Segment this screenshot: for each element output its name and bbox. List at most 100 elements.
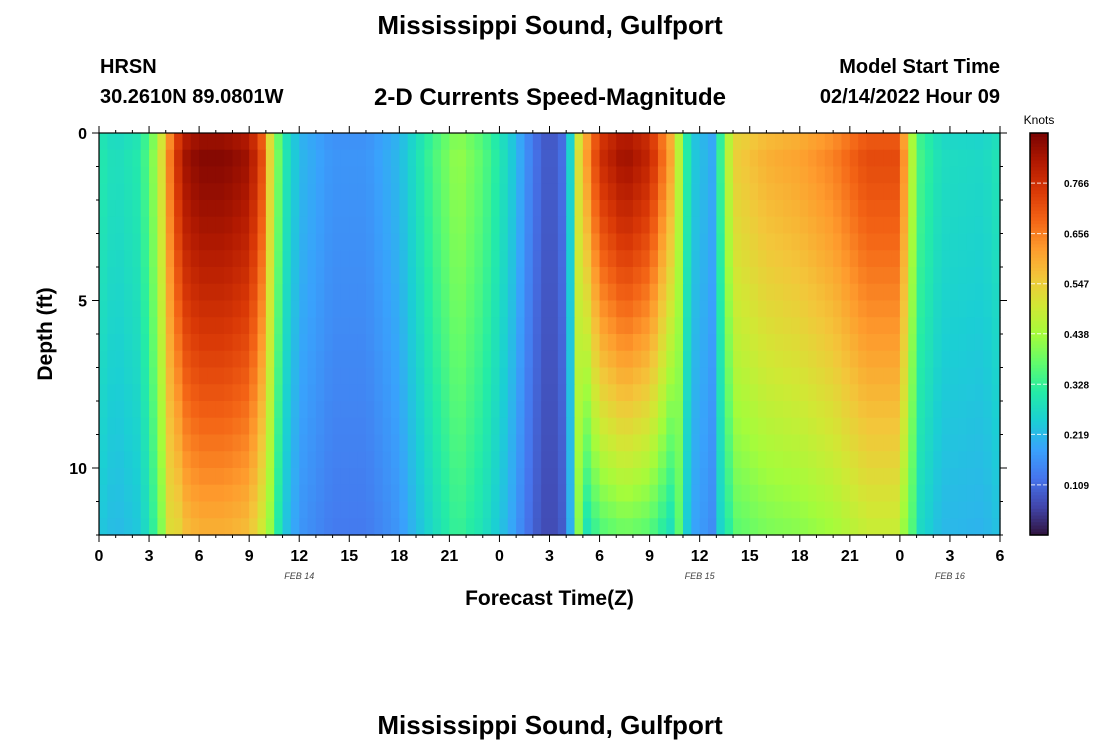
heatmap-cell bbox=[390, 317, 400, 335]
heatmap-cell bbox=[616, 283, 626, 302]
colorbar-step bbox=[1030, 474, 1048, 479]
heatmap-cell bbox=[824, 283, 834, 302]
heatmap-cell bbox=[966, 417, 976, 436]
heatmap-cell bbox=[582, 501, 592, 519]
heatmap-cell bbox=[290, 216, 300, 235]
heatmap-cell bbox=[858, 367, 868, 385]
heatmap-cell bbox=[916, 300, 926, 318]
heatmap-cell bbox=[924, 518, 934, 536]
heatmap-cell bbox=[566, 300, 576, 318]
heatmap-cell bbox=[991, 434, 1001, 452]
heatmap-cell bbox=[199, 233, 209, 251]
heatmap-cell bbox=[699, 350, 709, 369]
colorbar-step bbox=[1030, 347, 1048, 352]
heatmap-cell bbox=[441, 267, 450, 285]
heatmap-cell bbox=[174, 434, 184, 452]
heatmap-cell bbox=[399, 216, 409, 235]
heatmap-cell bbox=[365, 233, 375, 251]
heatmap-cell bbox=[582, 417, 592, 436]
heatmap-cell bbox=[783, 417, 793, 436]
heatmap-cell bbox=[224, 350, 234, 369]
heatmap-cell bbox=[933, 216, 943, 235]
heatmap-cell bbox=[224, 384, 234, 402]
heatmap-cell bbox=[591, 216, 601, 235]
colorbar-step bbox=[1030, 263, 1048, 268]
heatmap-cell bbox=[149, 468, 158, 486]
heatmap-cell bbox=[249, 501, 259, 519]
heatmap-cell bbox=[107, 200, 117, 218]
heatmap-cell bbox=[149, 200, 158, 218]
heatmap-cell bbox=[841, 216, 851, 235]
heatmap-cell bbox=[165, 267, 175, 285]
heatmap-cell bbox=[115, 250, 125, 268]
heatmap-cell bbox=[783, 317, 793, 335]
heatmap-cell bbox=[724, 166, 734, 184]
heatmap-cell bbox=[165, 183, 175, 201]
heatmap-cell bbox=[791, 317, 801, 335]
heatmap-cell bbox=[891, 384, 901, 402]
heatmap-cell bbox=[340, 149, 350, 168]
heatmap-cell bbox=[607, 417, 617, 436]
heatmap-cell bbox=[866, 233, 876, 251]
heatmap-cell bbox=[557, 300, 567, 318]
heatmap-cell bbox=[758, 300, 767, 318]
heatmap-cell bbox=[699, 501, 709, 519]
heatmap-cell bbox=[924, 317, 934, 335]
heatmap-cell bbox=[274, 434, 284, 452]
heatmap-cell bbox=[307, 200, 317, 218]
heatmap-cell bbox=[632, 250, 642, 268]
heatmap-cell bbox=[541, 434, 551, 452]
heatmap-cell bbox=[632, 367, 642, 385]
colorbar-step bbox=[1030, 317, 1048, 322]
heatmap-cell bbox=[265, 233, 275, 251]
heatmap-cell bbox=[390, 451, 400, 469]
heatmap-cell bbox=[858, 401, 868, 419]
heatmap-cell bbox=[482, 200, 492, 218]
heatmap-cell bbox=[624, 149, 634, 168]
heatmap-cell bbox=[649, 166, 659, 184]
heatmap-cell bbox=[174, 200, 184, 218]
colorbar-step bbox=[1030, 250, 1048, 255]
heatmap-cell bbox=[215, 267, 225, 285]
heatmap-cell bbox=[566, 518, 576, 536]
heatmap-cell bbox=[157, 434, 167, 452]
heatmap-cell bbox=[399, 401, 409, 419]
heatmap-cell bbox=[858, 518, 868, 536]
heatmap-cell bbox=[808, 300, 818, 318]
heatmap-cell bbox=[816, 350, 826, 369]
heatmap-cell bbox=[741, 300, 751, 318]
heatmap-cell bbox=[774, 401, 784, 419]
heatmap-cell bbox=[774, 518, 784, 536]
heatmap-cell bbox=[916, 133, 926, 151]
heatmap-cell bbox=[441, 250, 450, 268]
heatmap-cell bbox=[224, 149, 234, 168]
heatmap-cell bbox=[816, 166, 826, 184]
heatmap-cell bbox=[924, 334, 934, 352]
heatmap-cell bbox=[783, 401, 793, 419]
heatmap-cell bbox=[616, 250, 626, 268]
heatmap-cell bbox=[674, 484, 684, 503]
heatmap-cell bbox=[466, 434, 476, 452]
heatmap-cell bbox=[749, 350, 759, 369]
heatmap-cell bbox=[307, 183, 317, 201]
heatmap-cell bbox=[365, 384, 375, 402]
heatmap-cell bbox=[833, 216, 843, 235]
heatmap-cell bbox=[482, 183, 492, 201]
heatmap-cell bbox=[916, 518, 926, 536]
heatmap-cell bbox=[766, 250, 776, 268]
heatmap-cell bbox=[474, 367, 484, 385]
heatmap-cell bbox=[566, 350, 576, 369]
heatmap-cell bbox=[682, 434, 692, 452]
heatmap-cell bbox=[708, 401, 717, 419]
heatmap-cell bbox=[541, 149, 551, 168]
heatmap-cell bbox=[983, 300, 993, 318]
heatmap-cell bbox=[833, 501, 843, 519]
heatmap-cell bbox=[816, 233, 826, 251]
heatmap-cell bbox=[315, 468, 325, 486]
heatmap-cell bbox=[899, 300, 909, 318]
heatmap-cell bbox=[199, 183, 209, 201]
heatmap-cell bbox=[808, 401, 818, 419]
heatmap-cell bbox=[99, 468, 108, 486]
heatmap-cell bbox=[733, 300, 742, 318]
colorbar-step bbox=[1030, 183, 1048, 188]
